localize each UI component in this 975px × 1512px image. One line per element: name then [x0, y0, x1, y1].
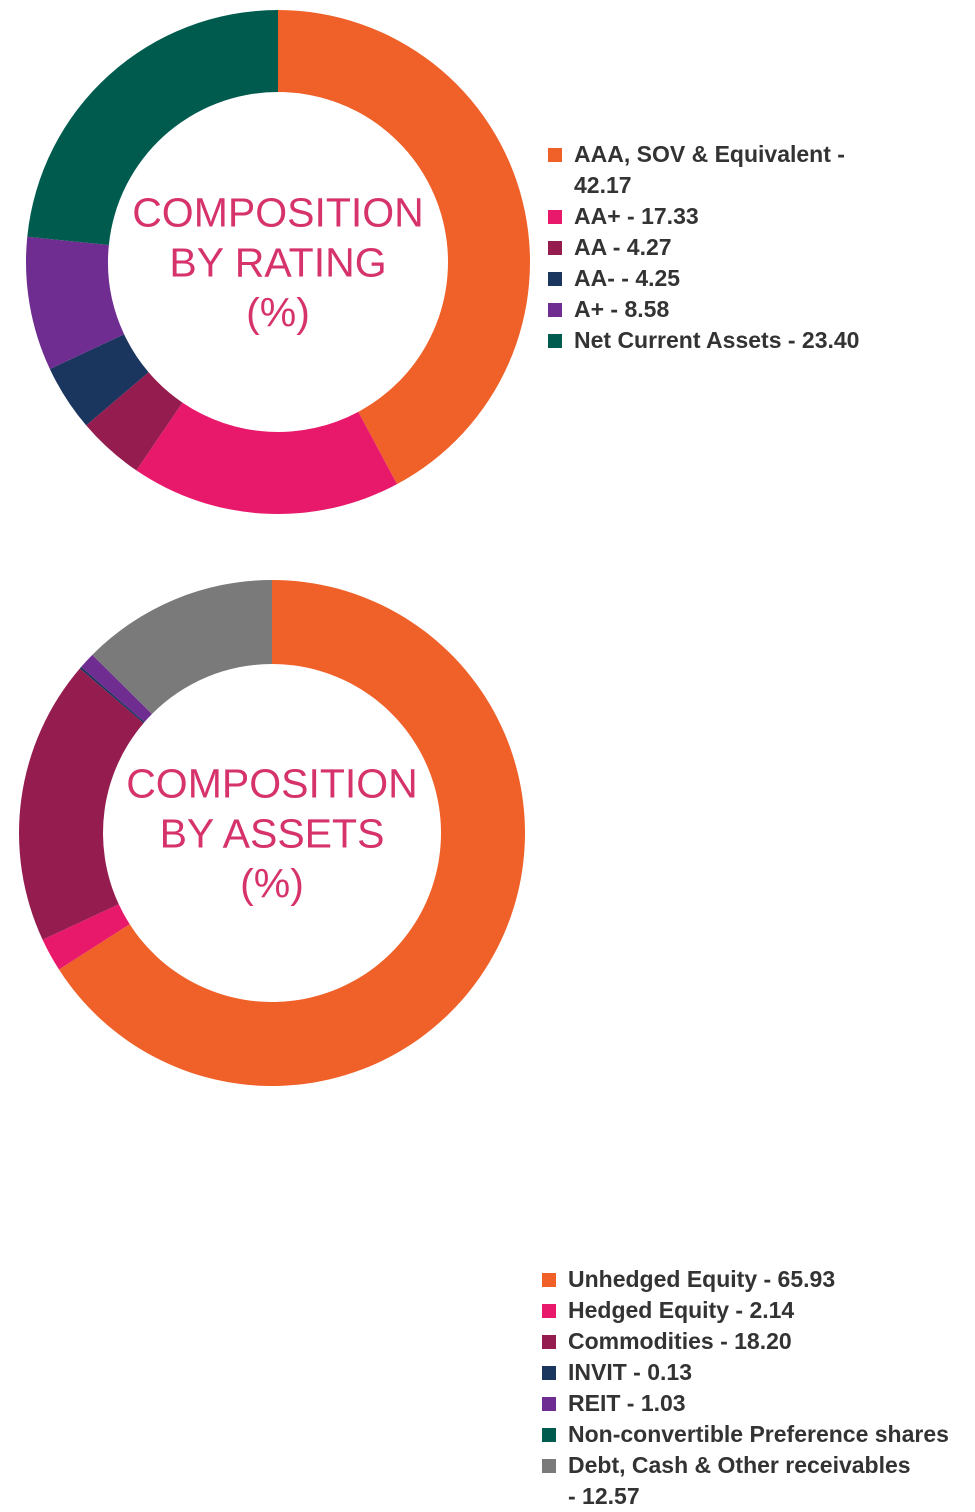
assets-legend: Unhedged Equity - 65.93 Hedged Equity - 2…: [542, 1264, 949, 1512]
legend-label: A+ - 8.58: [574, 296, 670, 322]
legend-item: INVIT - 0.13: [542, 1357, 949, 1388]
slice-invit: [79, 666, 145, 724]
legend-label: AA+ - 17.33: [574, 203, 699, 229]
legend-label: REIT - 1.03: [568, 1390, 686, 1416]
legend-item: Net Current Assets - 23.40: [548, 325, 859, 356]
legend-item: AAA, SOV & Equivalent - 42.17: [548, 139, 859, 201]
legend-label: AA- - 4.25: [574, 265, 681, 291]
legend-swatch: [548, 241, 562, 255]
legend-item: AA- - 4.25: [548, 263, 859, 294]
legend-item: AA - 4.27: [548, 232, 859, 263]
slice-a: [26, 236, 125, 370]
assets-center-title: COMPOSITION BY ASSETS (%): [126, 760, 418, 906]
legend-swatch: [542, 1428, 556, 1442]
legend-swatch: [548, 210, 562, 224]
legend-swatch: [542, 1304, 556, 1318]
legend-label: AAA, SOV & Equivalent - 42.17: [574, 141, 845, 198]
legend-item: Non-convertible Preference shares: [542, 1419, 949, 1450]
legend-item: A+ - 8.58: [548, 294, 859, 325]
legend-item: Unhedged Equity - 65.93: [542, 1264, 949, 1295]
legend-swatch: [542, 1335, 556, 1349]
slice-aaa-sov-equivalent: [278, 10, 531, 485]
rating-donut-svg: COMPOSITION BY RATING (%): [26, 10, 531, 514]
legend-swatch: [548, 303, 562, 317]
legend-item: Debt, Cash & Other receivables - 12.57: [542, 1450, 949, 1512]
slice-unhedged-equity: [58, 580, 525, 1086]
composition-by-rating-chart: COMPOSITION BY RATING (%) AAA, SOV & Equiv…: [0, 0, 975, 540]
legend-label: AA - 4.27: [574, 234, 672, 260]
rating-legend: AAA, SOV & Equivalent - 42.17 AA+ - 17.33…: [548, 139, 859, 356]
legend-label: Commodities - 18.20: [568, 1328, 792, 1354]
slice-aa: [136, 402, 398, 514]
legend-item: Hedged Equity - 2.14: [542, 1295, 949, 1326]
slice-debt-cash-other-receivables: [92, 580, 272, 715]
slice-aa: [86, 372, 183, 471]
legend-swatch: [548, 272, 562, 286]
legend-label: Hedged Equity - 2.14: [568, 1297, 795, 1323]
legend-item: REIT - 1.03: [542, 1388, 949, 1419]
legend-item: Commodities - 18.20: [542, 1326, 949, 1357]
legend-item: AA+ - 17.33: [548, 201, 859, 232]
slice-commodities: [18, 668, 144, 940]
slice-net-current-assets: [27, 10, 279, 245]
assets-donut-svg: COMPOSITION BY ASSETS (%): [18, 580, 525, 1086]
legend-swatch: [542, 1366, 556, 1380]
rating-center-title: COMPOSITION BY RATING (%): [132, 189, 424, 335]
legend-swatch: [548, 334, 562, 348]
composition-by-assets-chart: COMPOSITION BY ASSETS (%) Unhedged Equity …: [0, 570, 975, 1509]
legend-swatch: [542, 1397, 556, 1411]
legend-swatch: [542, 1459, 556, 1473]
legend-label: Debt, Cash & Other receivables - 12.57: [568, 1452, 911, 1509]
slice-hedged-equity: [42, 904, 130, 970]
legend-swatch: [542, 1273, 556, 1287]
legend-label: Net Current Assets - 23.40: [574, 327, 860, 353]
slice-reit: [81, 654, 152, 723]
legend-swatch: [548, 148, 562, 162]
slice-aa: [49, 334, 149, 426]
legend-label: Unhedged Equity - 65.93: [568, 1266, 836, 1292]
legend-label: Non-convertible Preference shares: [568, 1421, 949, 1447]
legend-label: INVIT - 0.13: [568, 1359, 692, 1385]
